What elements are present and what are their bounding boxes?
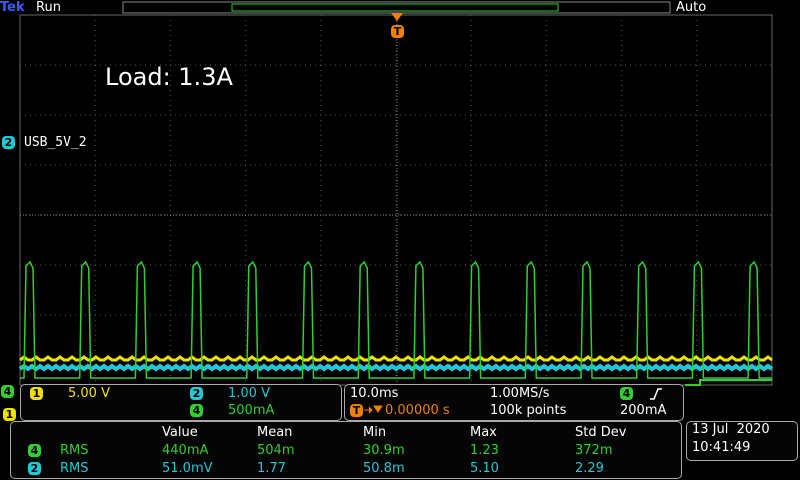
trigger-position: 0.00000 s	[385, 403, 450, 418]
record-length: 100k points	[490, 403, 567, 418]
column-header: Std Dev	[575, 425, 627, 440]
channel-badge: 1	[30, 387, 43, 400]
vertical-panel	[20, 384, 342, 421]
measure-value: 1.23	[470, 443, 499, 458]
measure-type: RMS	[60, 443, 89, 458]
date: 13 Jul 2020	[692, 422, 770, 437]
measure-value: 372m	[575, 443, 613, 458]
measure-value: 50.8m	[363, 461, 405, 476]
measure-value: 30.9m	[363, 443, 405, 458]
sample-rate: 1.00MS/s	[490, 386, 550, 401]
measure-value: 51.0mV	[162, 461, 213, 476]
arrow	[364, 405, 383, 414]
ground-marker: 1	[3, 408, 16, 421]
channel-badge: 2	[28, 462, 41, 475]
measure-value: 2.29	[575, 461, 604, 476]
channel-badge: 2	[2, 136, 15, 149]
time-per-div: 10.0ms	[350, 386, 399, 401]
slope	[650, 388, 662, 400]
column-header: Max	[470, 425, 497, 440]
ch2-trace	[18, 363, 774, 372]
ch4-scale: 500mA	[228, 403, 275, 418]
acq-state: Run	[36, 0, 61, 15]
ch2-scale: 1.00 V	[228, 386, 270, 401]
measure-value: 440mA	[162, 443, 209, 458]
measure-value: 504m	[257, 443, 295, 458]
trigger-mode: Auto	[676, 0, 707, 15]
channel-badge: 4	[620, 387, 633, 400]
measure-value: 1.77	[257, 461, 286, 476]
channel-badge: 4	[28, 444, 41, 457]
column-header: Value	[162, 425, 198, 440]
datetime-panel	[686, 421, 798, 461]
channel-badge: 2	[190, 387, 203, 400]
ch4-trace	[20, 260, 772, 379]
channel-label: USB_5V_2	[24, 135, 87, 150]
channel-badge: 4	[190, 404, 203, 417]
ground-marker: 4	[1, 385, 14, 398]
brand: Tek	[0, 0, 25, 15]
column-header: Min	[363, 425, 387, 440]
measure-type: RMS	[60, 461, 89, 476]
trigger-marker: T	[391, 25, 404, 38]
trigger-icon: T	[350, 404, 363, 417]
trigger-level: 200mA	[620, 403, 667, 418]
ch1-scale: 5.00 V	[68, 386, 110, 401]
measure-value: 5.10	[470, 461, 499, 476]
measurement-panel	[10, 421, 682, 479]
trigger-pointer	[391, 13, 403, 21]
annotation: Load: 1.3A	[105, 63, 233, 91]
column-header: Mean	[257, 425, 293, 440]
time: 10:41:49	[692, 440, 751, 455]
ch4-trace	[685, 379, 772, 386]
view-window	[231, 3, 559, 12]
